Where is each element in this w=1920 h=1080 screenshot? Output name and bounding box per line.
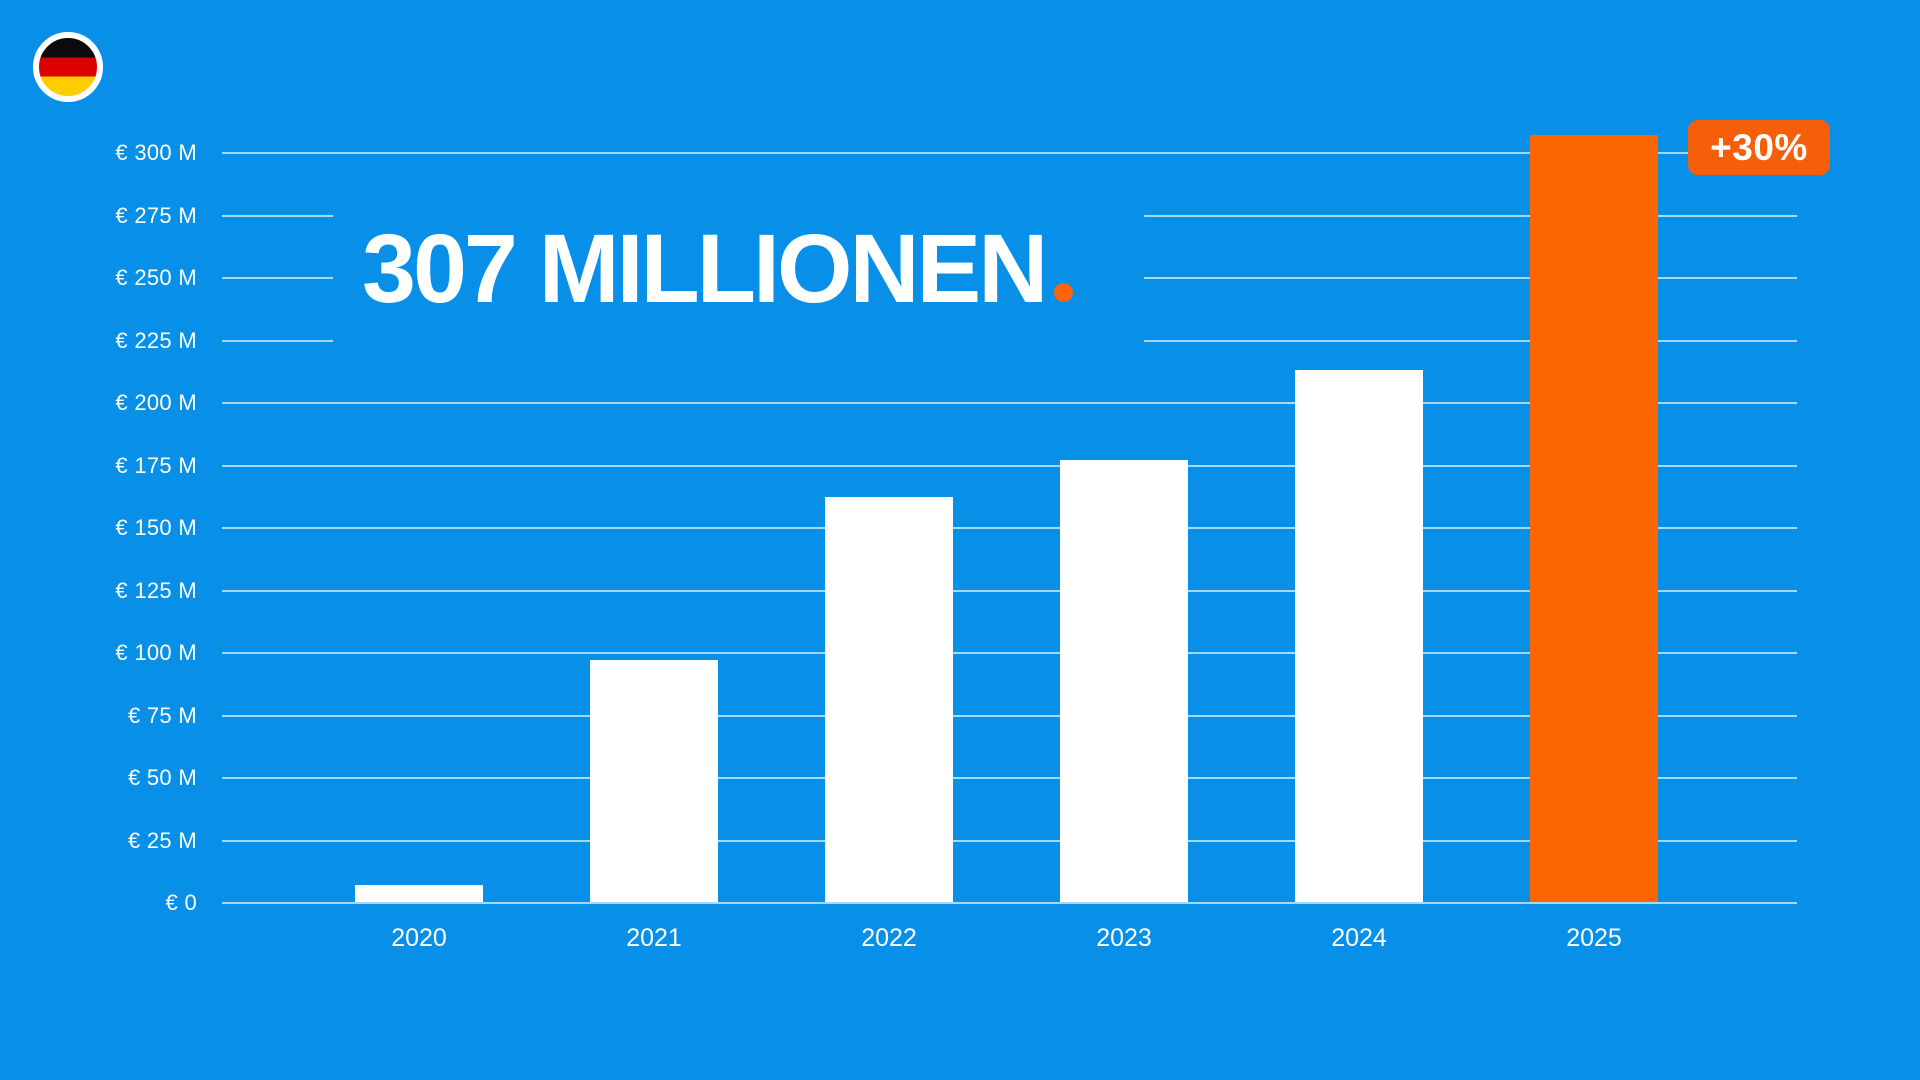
gridline-50M (222, 777, 1797, 779)
growth-badge-label: +30% (1710, 126, 1808, 168)
growth-badge: +30% (1688, 120, 1830, 175)
bar-2020 (355, 884, 483, 902)
y-axis-tick-label: € 25 M (127, 828, 197, 853)
headline-background-mask (333, 200, 1144, 350)
y-axis-tick-label: € 250 M (115, 265, 197, 290)
gridline-200M (222, 402, 1797, 404)
gridline-125M (222, 590, 1797, 592)
bar-2021 (590, 659, 718, 902)
y-axis-tick-label: € 75 M (127, 703, 197, 728)
y-axis-tick-label: € 175 M (115, 453, 197, 478)
x-axis-tick-label-2023: 2023 (1096, 924, 1152, 952)
x-axis-tick-label-2025: 2025 (1566, 924, 1622, 952)
gridline-300M (222, 152, 1797, 154)
bar-2024 (1295, 369, 1423, 902)
y-axis-tick-label: € 225 M (115, 328, 197, 353)
headline-period-dot (1054, 283, 1074, 302)
x-axis-tick-label-2022: 2022 (861, 924, 917, 952)
x-axis-tick-label-2020: 2020 (391, 924, 447, 952)
gridline-100M (222, 652, 1797, 654)
y-axis-tick-label: € 300 M (115, 140, 197, 165)
bar-2022 (825, 497, 953, 902)
germany-flag-icon (33, 32, 103, 102)
headline-text: 307 MILLIONEN (362, 214, 1048, 323)
y-axis-tick-label: € 50 M (127, 765, 197, 790)
y-axis-tick-label: € 0 (165, 890, 197, 915)
x-axis-tick-label-2021: 2021 (626, 924, 682, 952)
gridline-25M (222, 840, 1797, 842)
gridline-175M (222, 465, 1797, 467)
x-axis-tick-label-2024: 2024 (1331, 924, 1387, 952)
bar-2025 (1530, 134, 1658, 902)
y-axis-tick-label: € 200 M (115, 390, 197, 415)
y-axis-tick-label: € 275 M (115, 203, 197, 228)
gridline-0M (222, 902, 1797, 904)
gridline-75M (222, 715, 1797, 717)
y-axis-tick-label: € 100 M (115, 640, 197, 665)
gridline-150M (222, 527, 1797, 529)
y-axis-tick-label: € 150 M (115, 515, 197, 540)
headline: 307 MILLIONEN (362, 220, 1074, 317)
y-axis-tick-label: € 125 M (115, 578, 197, 603)
bar-2023 (1060, 459, 1188, 902)
